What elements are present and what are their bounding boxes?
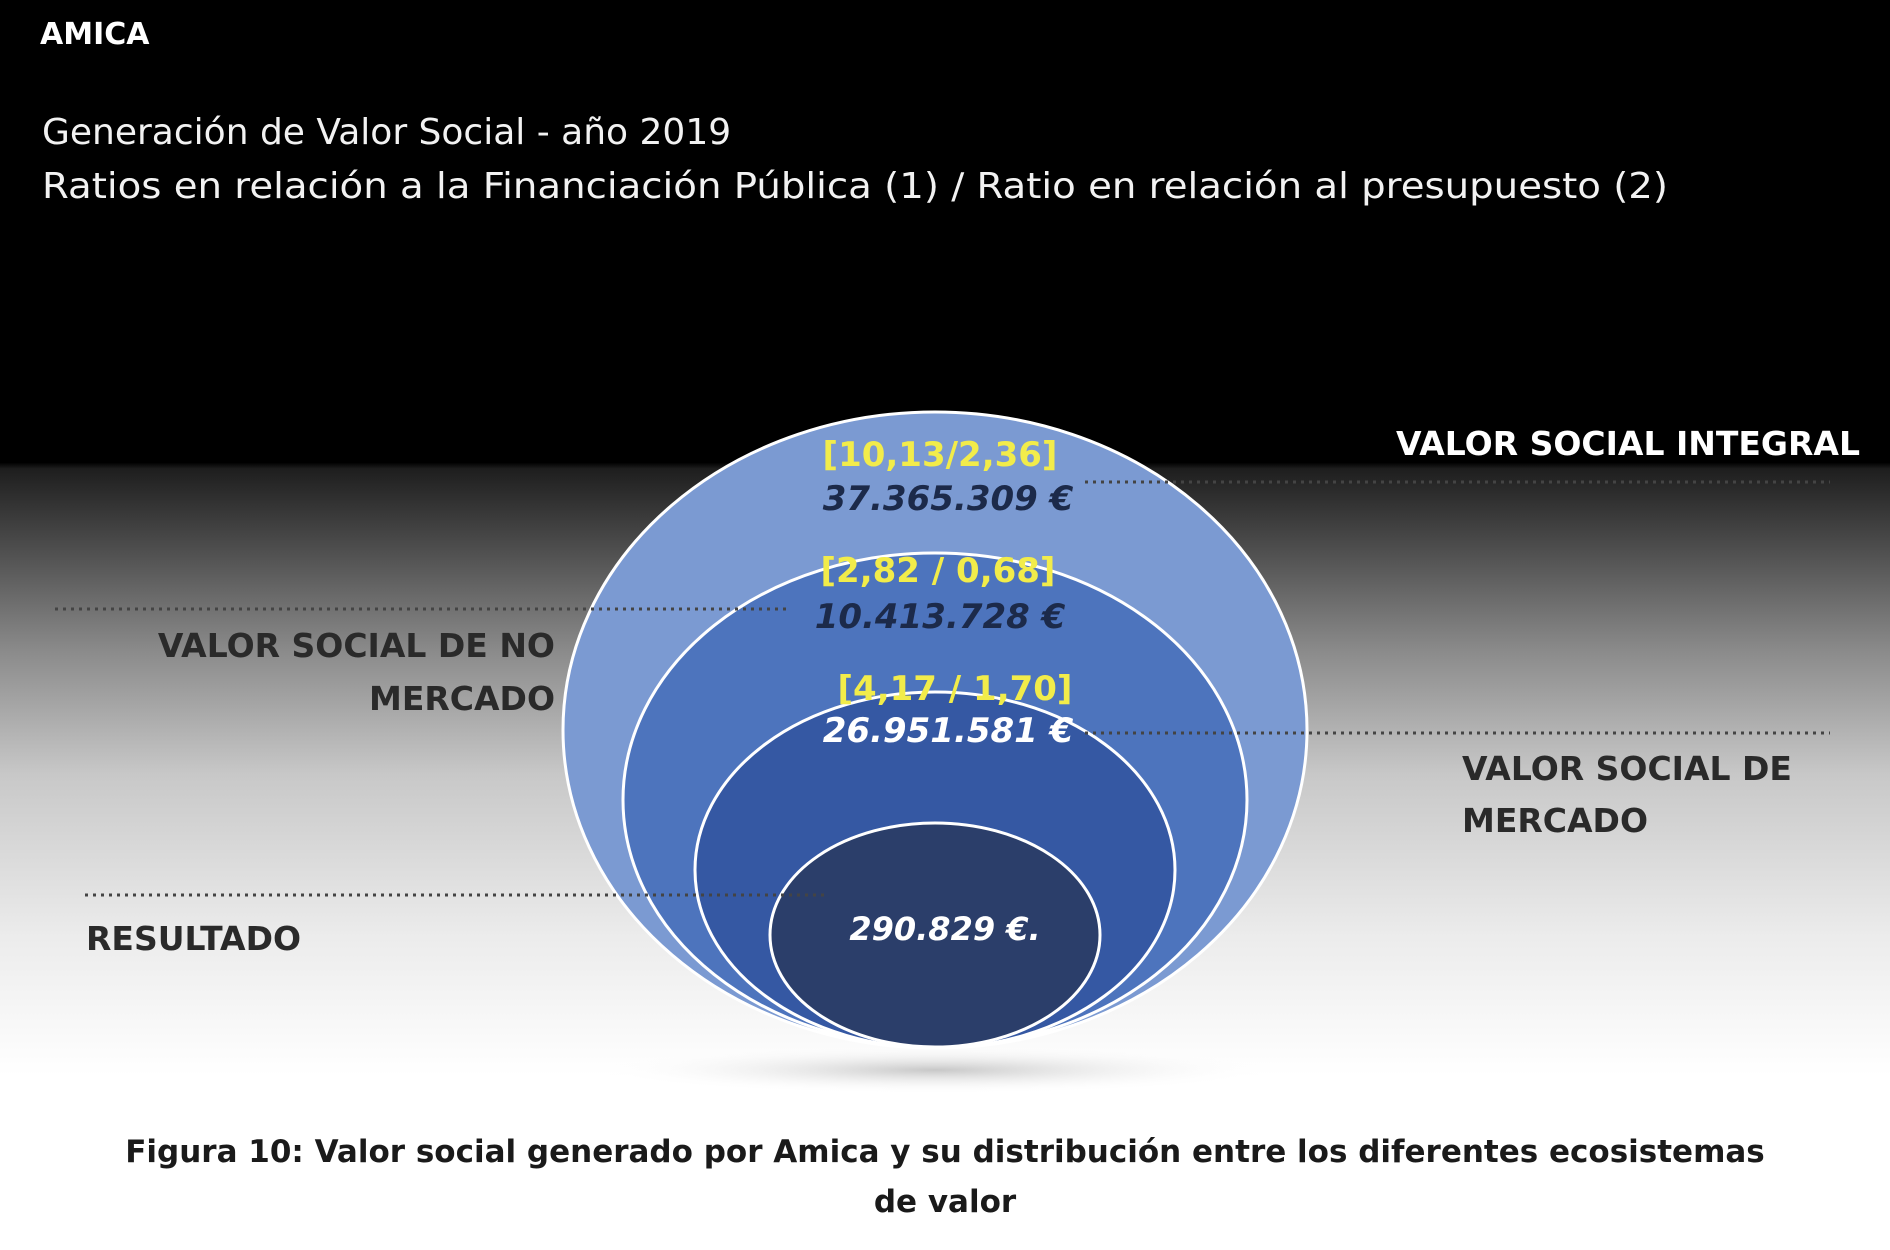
- ratio-no-mercado: [2,82 / 0,68]: [821, 551, 1056, 591]
- label-valor-social-integral: VALOR SOCIAL INTEGRAL: [1396, 424, 1860, 463]
- value-mercado: 26.951.581 €: [823, 711, 1074, 751]
- value-no-mercado: 10.413.728 €: [815, 597, 1066, 637]
- ratio-integral: [10,13/2,36]: [823, 435, 1058, 475]
- ratio-mercado: [4,17 / 1,70]: [838, 669, 1073, 709]
- circle-shadow: [595, 1046, 1275, 1094]
- value-resultado: 290.829 €.: [849, 910, 1040, 948]
- label-valor-social-mercado-2: MERCADO: [1462, 801, 1648, 840]
- value-integral: 37.365.309 €: [823, 479, 1074, 519]
- page-subtitle: Ratios en relación a la Financiación Púb…: [42, 166, 1668, 207]
- brand-label: AMICA: [40, 17, 150, 52]
- label-resultado: RESULTADO: [86, 919, 301, 958]
- page-title: Generación de Valor Social - año 2019: [42, 112, 731, 153]
- label-valor-social-no-mercado-1: VALOR SOCIAL DE NO: [158, 626, 555, 665]
- label-valor-social-no-mercado-2: MERCADO: [369, 679, 555, 718]
- figure-caption-line2: de valor: [873, 1184, 1017, 1220]
- label-valor-social-mercado-1: VALOR SOCIAL DE: [1462, 749, 1792, 788]
- figure-caption-line1: Figura 10: Valor social generado por Ami…: [125, 1134, 1765, 1170]
- ring-resultado: [768, 821, 1102, 1049]
